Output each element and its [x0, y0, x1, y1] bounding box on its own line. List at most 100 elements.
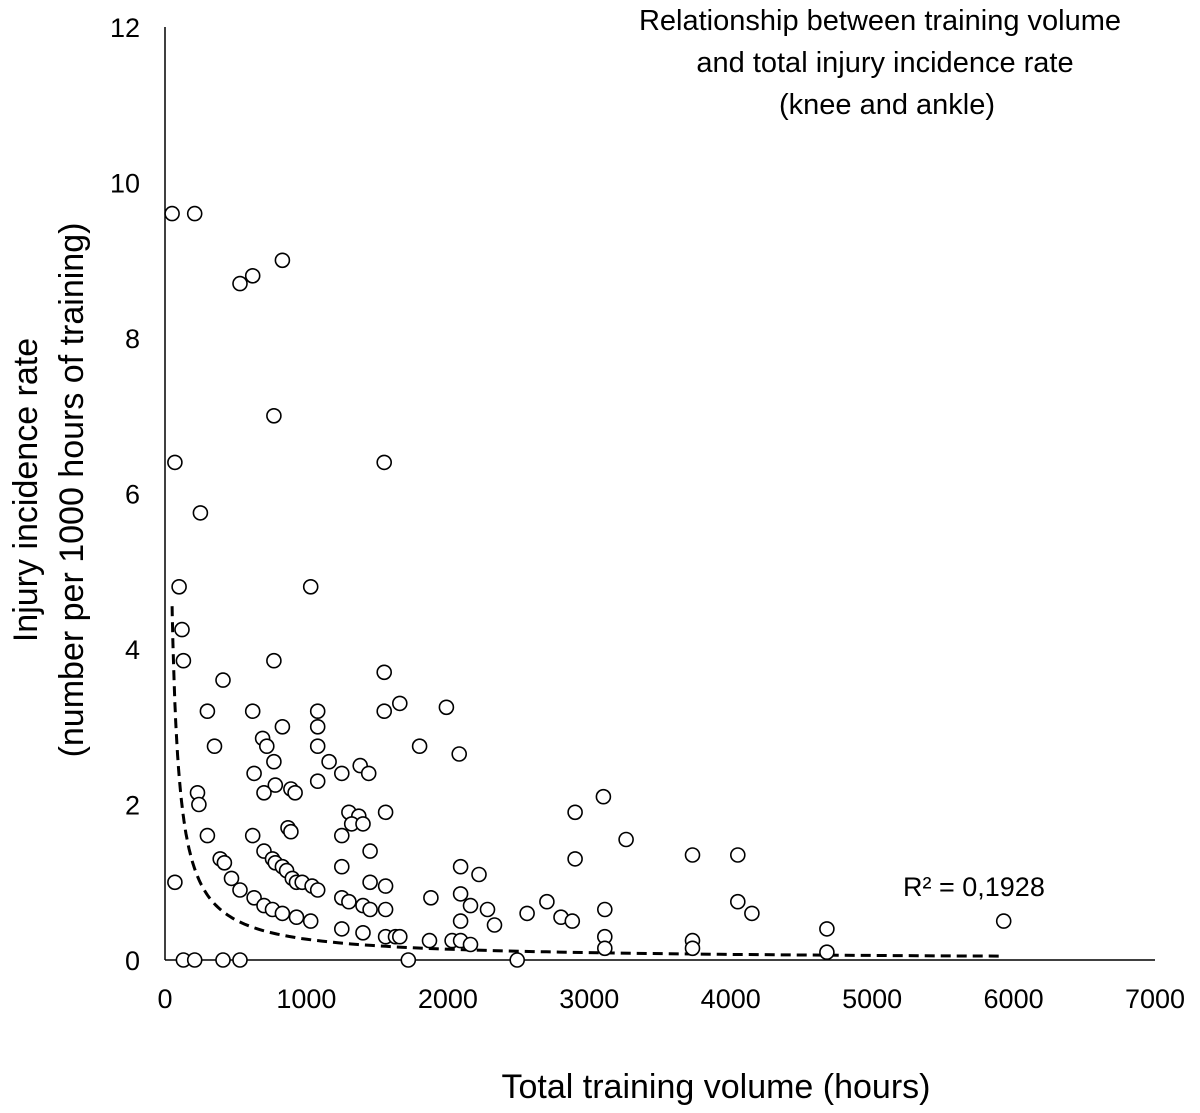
data-point [274, 718, 291, 735]
data-point [288, 909, 305, 926]
data-point [333, 765, 350, 782]
data-point [309, 703, 326, 720]
data-point [462, 936, 479, 953]
data-point [567, 851, 583, 867]
data-point [819, 921, 835, 937]
y-tick-label: 2 [125, 791, 140, 821]
data-point [167, 454, 183, 471]
data-point [462, 897, 479, 914]
y-tick-label: 8 [125, 324, 140, 354]
r-squared-label: R² = 0,1928 [903, 872, 1045, 902]
data-point [175, 652, 192, 669]
x-tick-label: 7000 [1125, 984, 1185, 1014]
data-point [377, 878, 394, 894]
data-point [423, 889, 439, 906]
data-point [729, 893, 746, 910]
x-tick-label: 3000 [559, 984, 619, 1014]
data-point [377, 804, 394, 821]
data-point [819, 944, 835, 961]
data-point [729, 847, 746, 863]
data-point [376, 664, 393, 681]
x-tick-label: 2000 [418, 984, 478, 1014]
x-tick-label: 1000 [276, 984, 336, 1014]
data-point [486, 917, 503, 933]
data-point [186, 205, 203, 222]
y-tick-label: 4 [125, 635, 140, 665]
data-point [360, 765, 377, 782]
data-point [232, 275, 248, 292]
data-point [567, 804, 583, 821]
data-point [216, 854, 233, 871]
x-tick-label: 4000 [701, 984, 761, 1014]
data-point [309, 773, 326, 790]
chart-title-line-1: Relationship between training volume [639, 5, 1121, 37]
data-point [362, 843, 378, 859]
data-point [377, 901, 394, 918]
y-tick-label: 6 [125, 480, 140, 510]
scatter-points [164, 205, 1012, 968]
data-point [452, 886, 469, 902]
data-point [267, 777, 284, 793]
data-point [232, 952, 248, 968]
y-tick-label: 10 [110, 169, 140, 199]
data-point [391, 695, 408, 712]
x-tick-labels: 0 1000 2000 3000 4000 5000 6000 7000 [157, 984, 1185, 1014]
data-point [246, 765, 262, 782]
data-point [596, 940, 613, 957]
x-tick-label: 6000 [984, 984, 1044, 1014]
data-point [274, 252, 291, 269]
data-point [309, 718, 326, 735]
data-point [256, 784, 272, 801]
data-point [283, 823, 299, 840]
data-point [191, 796, 207, 813]
x-tick-label: 5000 [842, 984, 902, 1014]
data-point [266, 753, 282, 770]
data-point [479, 901, 496, 918]
data-point [287, 784, 303, 801]
data-point [199, 703, 216, 720]
y-tick-label: 12 [110, 13, 140, 43]
data-point [244, 267, 261, 284]
data-point [321, 753, 337, 770]
x-axis-title: Total training volume (hours) [502, 1068, 931, 1106]
data-point [355, 924, 371, 941]
data-point [564, 913, 581, 929]
data-point [618, 831, 634, 848]
data-point [171, 578, 187, 595]
x-tick-label: 0 [157, 984, 172, 1014]
data-point [164, 205, 180, 222]
chart-title-line-2: and total injury incidence rate [696, 47, 1073, 79]
data-point [539, 893, 555, 910]
data-point [302, 913, 319, 929]
data-point [684, 847, 701, 863]
data-point [995, 913, 1012, 929]
data-point [509, 952, 526, 968]
data-point [302, 578, 319, 595]
data-point [355, 816, 371, 832]
data-point [174, 621, 190, 638]
y-axis-title: Injury incidence rate (number per 1000 h… [7, 223, 91, 758]
y-tick-label: 0 [125, 946, 140, 976]
data-point [744, 905, 760, 922]
data-point [411, 738, 428, 755]
data-point [274, 905, 291, 922]
chart-title-line-3: (knee and ankle) [779, 89, 995, 121]
data-point [266, 652, 282, 669]
data-point [421, 932, 438, 949]
data-point [244, 703, 261, 720]
data-point [333, 858, 350, 875]
data-point [438, 699, 455, 716]
data-point [309, 738, 326, 755]
data-point [471, 866, 487, 883]
data-point [596, 901, 613, 918]
data-point [258, 738, 275, 755]
data-point [199, 827, 216, 844]
data-point [376, 454, 393, 471]
data-point [192, 505, 209, 521]
data-point [391, 928, 408, 945]
data-point [309, 882, 326, 898]
data-point [452, 913, 469, 929]
data-point [362, 901, 378, 918]
data-point [362, 874, 378, 891]
chart-title: Relationship between training volume and… [639, 5, 1121, 121]
